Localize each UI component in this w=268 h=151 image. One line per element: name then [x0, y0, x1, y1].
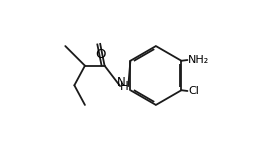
Text: NH₂: NH₂ — [188, 55, 209, 65]
Text: O: O — [95, 48, 105, 61]
Text: Cl: Cl — [188, 86, 199, 96]
Text: H: H — [120, 80, 129, 93]
Text: N: N — [117, 76, 126, 89]
